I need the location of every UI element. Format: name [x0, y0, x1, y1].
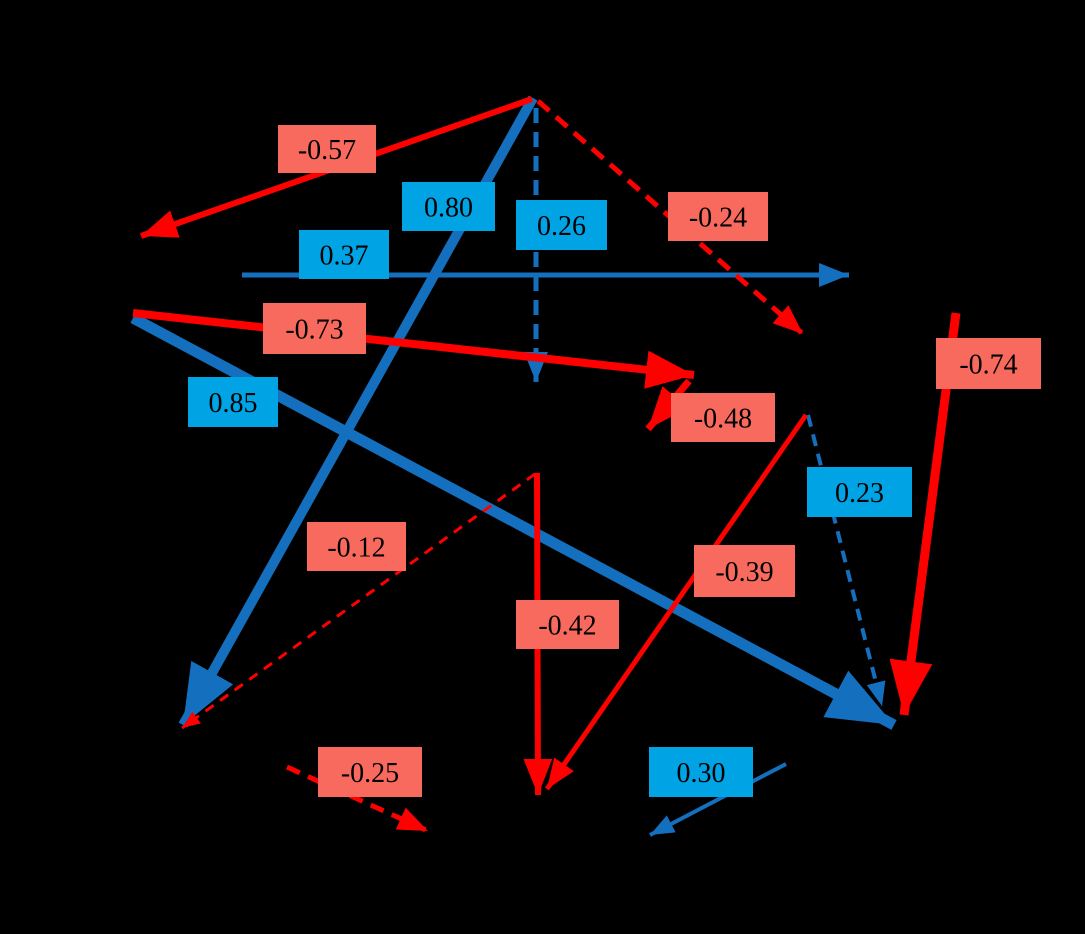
edge-arrow--0.73 — [132, 309, 695, 389]
edge-label-box — [307, 522, 406, 571]
edge-label-value: 0.26 — [537, 211, 586, 242]
edge-label-box — [278, 125, 376, 173]
edge-label-box — [299, 230, 389, 279]
edge-label-0.30: 0.30 — [649, 747, 753, 797]
edge-arrow--0.48 — [645, 378, 692, 432]
edge-label--0.74: -0.74 — [936, 338, 1041, 389]
edge-label-0.85: 0.85 — [188, 377, 278, 427]
edge-label--0.48: -0.48 — [671, 393, 775, 442]
edge-label-value: 0.85 — [209, 388, 258, 419]
edge-arrow--0.39 — [544, 413, 809, 791]
edge-label--0.24: -0.24 — [668, 192, 768, 241]
edge-label--0.12: -0.12 — [307, 522, 406, 571]
edge-label--0.39: -0.39 — [694, 545, 795, 597]
edge-label-value: -0.24 — [689, 203, 747, 234]
edge-label-value: -0.39 — [715, 557, 773, 588]
edge-label-value: -0.74 — [959, 350, 1017, 381]
edge-label-box — [516, 600, 619, 649]
edge-label-0.26: 0.26 — [516, 200, 607, 250]
edge-arrow--0.12 — [181, 472, 536, 730]
edge-label-box — [936, 338, 1041, 389]
edge-label-box — [516, 200, 607, 250]
edge-label-box — [694, 545, 795, 597]
edge-label-0.37: 0.37 — [299, 230, 389, 279]
edge-label-value: -0.73 — [285, 315, 343, 346]
edge-label--0.25: -0.25 — [318, 747, 422, 797]
edge-label-value: -0.12 — [327, 533, 385, 564]
edge-label-value: 0.80 — [424, 193, 473, 224]
edge-label-value: -0.25 — [341, 758, 399, 789]
edge-label--0.57: -0.57 — [278, 125, 376, 173]
edge-label-box — [671, 393, 775, 442]
labels-layer: 0.80 0.26 0.37 0.85 0.23 0.30 -0.57 -0.24 -0.73 -… — [188, 125, 1041, 797]
edge-label-box — [649, 747, 753, 797]
edge-label-value: 0.30 — [677, 758, 726, 789]
edge-label-box — [188, 377, 278, 427]
edge-label-0.80: 0.80 — [402, 182, 495, 231]
edge-label-value: 0.23 — [835, 478, 884, 509]
edge-arrow-0.23 — [806, 414, 886, 707]
edge-label-box — [668, 192, 768, 241]
edge-label-value: -0.48 — [694, 404, 752, 435]
edge-arrow--0.25 — [285, 764, 430, 834]
edge-label-0.23: 0.23 — [807, 467, 912, 517]
edge-label-box — [807, 467, 912, 517]
edge-label--0.42: -0.42 — [516, 600, 619, 649]
edge-label--0.73: -0.73 — [263, 303, 366, 354]
edge-label-value: 0.37 — [320, 241, 369, 272]
edge-label-value: -0.57 — [298, 135, 356, 166]
edge-label-box — [318, 747, 422, 797]
edge-label-value: -0.42 — [538, 611, 596, 642]
edge-arrow-0.30 — [649, 762, 787, 837]
edge-label-box — [263, 303, 366, 354]
edge-label-box — [402, 182, 495, 231]
